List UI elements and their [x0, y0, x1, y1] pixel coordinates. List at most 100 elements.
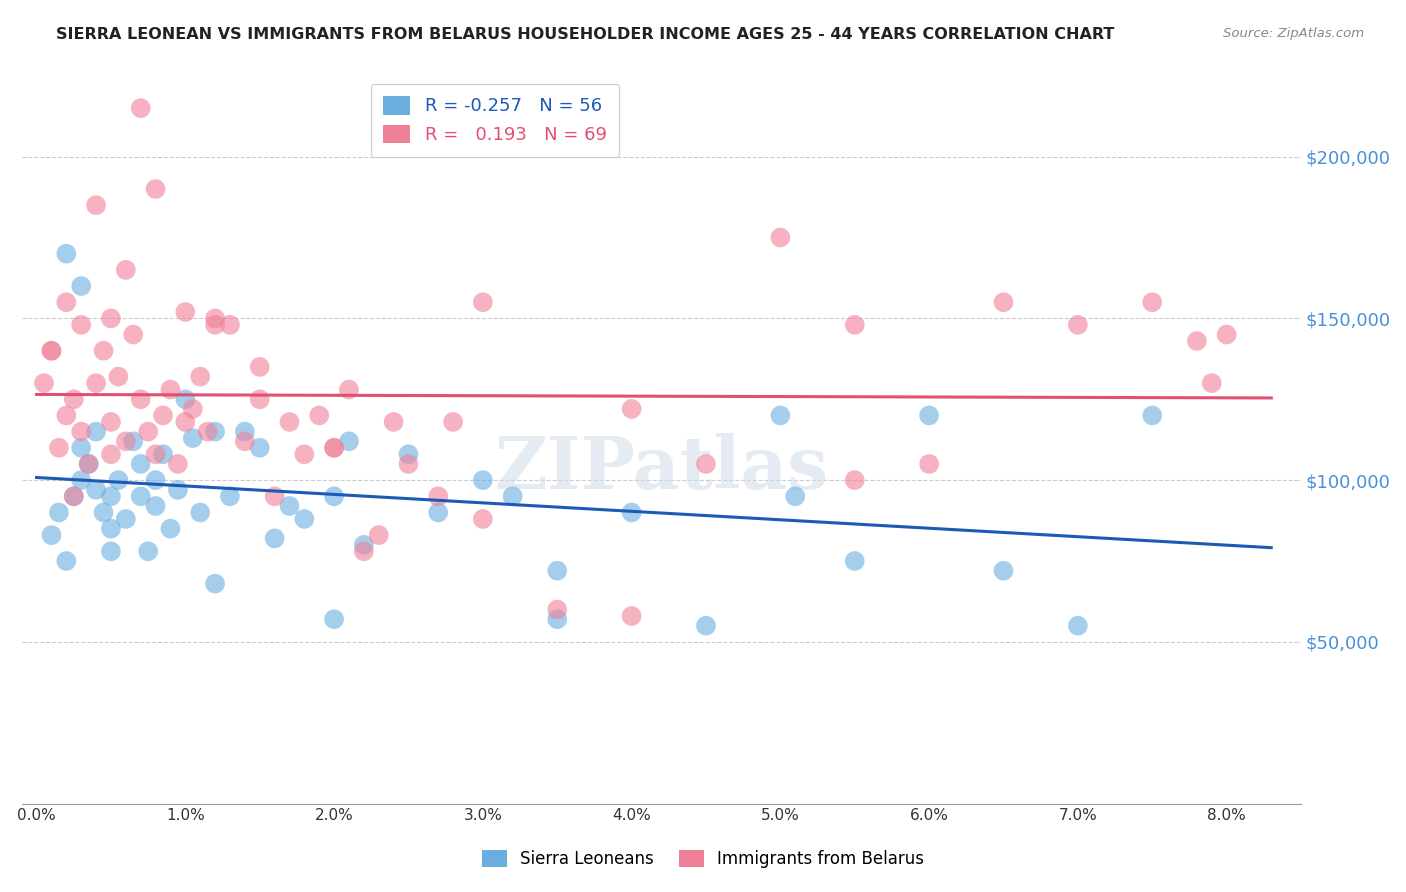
Point — [546, 564, 568, 578]
Point — [337, 434, 360, 449]
Point — [181, 401, 204, 416]
Point — [84, 198, 107, 212]
Point — [129, 392, 152, 407]
Point — [159, 522, 181, 536]
Point — [278, 415, 301, 429]
Point — [263, 532, 285, 546]
Point — [188, 369, 211, 384]
Point — [844, 473, 866, 487]
Point — [167, 483, 190, 497]
Point — [100, 447, 122, 461]
Point — [122, 327, 145, 342]
Point — [427, 506, 450, 520]
Point — [204, 576, 226, 591]
Point — [785, 489, 807, 503]
Point — [84, 376, 107, 390]
Point — [55, 295, 77, 310]
Point — [323, 441, 346, 455]
Point — [197, 425, 219, 439]
Point — [546, 612, 568, 626]
Point — [70, 441, 93, 455]
Point — [308, 409, 330, 423]
Point — [918, 409, 941, 423]
Point — [233, 434, 256, 449]
Point — [620, 506, 643, 520]
Point — [219, 318, 242, 332]
Point — [129, 457, 152, 471]
Point — [471, 473, 494, 487]
Point — [546, 602, 568, 616]
Point — [84, 425, 107, 439]
Point — [471, 295, 494, 310]
Point — [100, 522, 122, 536]
Point — [167, 457, 190, 471]
Point — [620, 401, 643, 416]
Point — [441, 415, 464, 429]
Text: Source: ZipAtlas.com: Source: ZipAtlas.com — [1223, 27, 1364, 40]
Point — [145, 182, 167, 196]
Point — [1142, 295, 1164, 310]
Point — [353, 544, 375, 558]
Point — [145, 447, 167, 461]
Point — [77, 457, 100, 471]
Point — [337, 383, 360, 397]
Point — [769, 409, 792, 423]
Point — [249, 441, 271, 455]
Point — [159, 383, 181, 397]
Point — [145, 499, 167, 513]
Point — [114, 512, 136, 526]
Legend: Sierra Leoneans, Immigrants from Belarus: Sierra Leoneans, Immigrants from Belarus — [475, 843, 931, 875]
Point — [323, 489, 346, 503]
Point — [41, 343, 63, 358]
Point — [114, 434, 136, 449]
Point — [174, 392, 197, 407]
Point — [249, 359, 271, 374]
Point — [48, 441, 70, 455]
Point — [100, 489, 122, 503]
Point — [695, 618, 717, 632]
Text: SIERRA LEONEAN VS IMMIGRANTS FROM BELARUS HOUSEHOLDER INCOME AGES 25 - 44 YEARS : SIERRA LEONEAN VS IMMIGRANTS FROM BELARU… — [56, 27, 1115, 42]
Point — [70, 318, 93, 332]
Point — [278, 499, 301, 513]
Point — [136, 425, 159, 439]
Point — [100, 544, 122, 558]
Legend: R = -0.257   N = 56, R =   0.193   N = 69: R = -0.257 N = 56, R = 0.193 N = 69 — [371, 84, 620, 156]
Point — [107, 369, 129, 384]
Point — [93, 506, 115, 520]
Point — [55, 246, 77, 260]
Point — [62, 392, 84, 407]
Point — [292, 512, 315, 526]
Point — [41, 343, 63, 358]
Point — [107, 473, 129, 487]
Point — [48, 506, 70, 520]
Point — [70, 425, 93, 439]
Point — [263, 489, 285, 503]
Point — [62, 489, 84, 503]
Point — [204, 311, 226, 326]
Point — [292, 447, 315, 461]
Point — [1067, 618, 1090, 632]
Point — [188, 506, 211, 520]
Point — [84, 483, 107, 497]
Point — [844, 318, 866, 332]
Point — [41, 528, 63, 542]
Point — [32, 376, 55, 390]
Point — [1185, 334, 1208, 348]
Text: ZIPatlas: ZIPatlas — [495, 434, 828, 504]
Point — [1142, 409, 1164, 423]
Point — [993, 564, 1015, 578]
Point — [174, 415, 197, 429]
Point — [55, 409, 77, 423]
Point — [204, 425, 226, 439]
Point — [62, 489, 84, 503]
Point — [398, 457, 420, 471]
Point — [100, 311, 122, 326]
Point — [233, 425, 256, 439]
Point — [136, 544, 159, 558]
Point — [70, 473, 93, 487]
Point — [502, 489, 524, 503]
Point — [918, 457, 941, 471]
Point — [129, 489, 152, 503]
Point — [323, 441, 346, 455]
Point — [1067, 318, 1090, 332]
